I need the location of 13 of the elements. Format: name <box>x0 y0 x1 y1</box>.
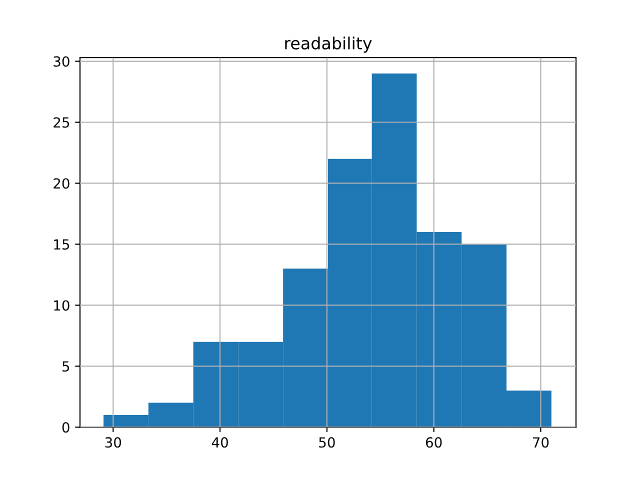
x-tick-label: 30 <box>105 437 122 448</box>
x-tick-label: 40 <box>212 437 228 448</box>
x-tick-label: 70 <box>533 437 549 448</box>
y-tick-label: 25 <box>54 117 70 128</box>
chart-title: readability <box>285 36 372 53</box>
x-tick-label: 60 <box>426 437 442 448</box>
y-tick-label: 10 <box>54 300 70 311</box>
y-tick-label: 0 <box>62 422 70 433</box>
y-tick-label: 20 <box>54 178 70 189</box>
y-tick-label: 30 <box>54 56 70 67</box>
y-tick-label: 5 <box>62 361 70 372</box>
x-tick-label: 50 <box>319 437 335 448</box>
y-tick-label: 15 <box>54 239 70 250</box>
